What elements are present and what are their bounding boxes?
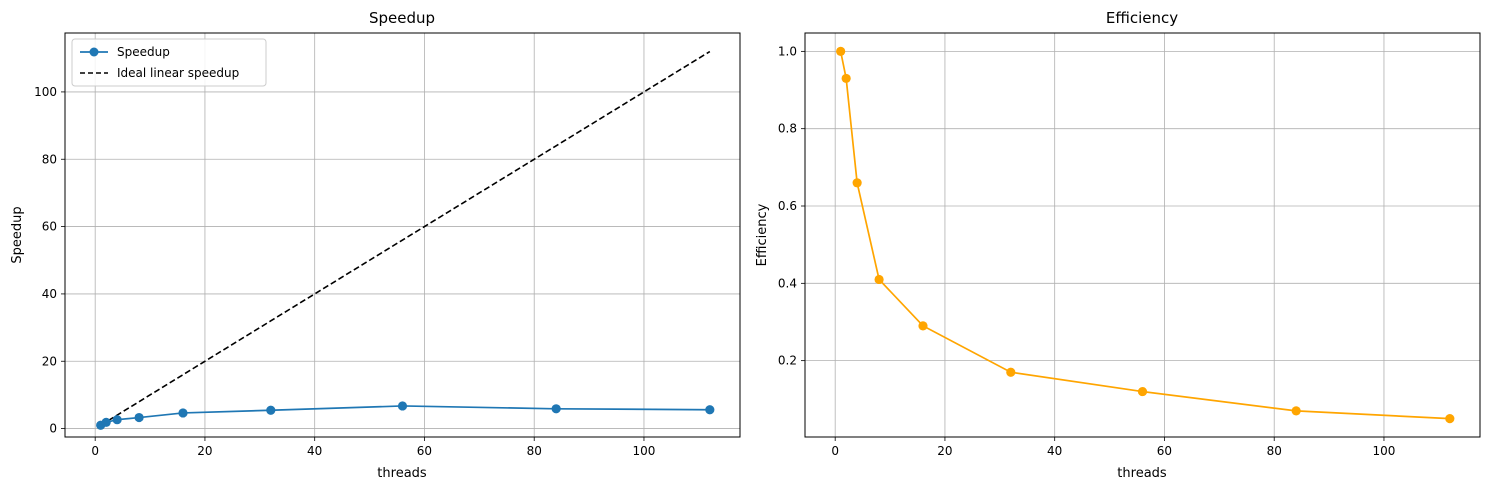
x-tick-label: 0 [91,444,99,458]
data-point [134,412,144,423]
y-tick-label: 1.0 [778,44,797,58]
y-tick-label: 0.8 [778,122,797,136]
x-tick-label: 100 [1373,444,1396,458]
data-point [112,415,122,425]
legend-label-ideal: Ideal linear speedup [117,66,239,80]
x-tick-label: 20 [937,444,952,458]
series-efficiency [836,46,1455,424]
data-point [836,46,846,56]
y-tick-label: 60 [42,220,57,234]
data-point [705,405,715,415]
chart-title-speedup: Speedup [369,9,435,27]
grid-efficiency [805,33,1480,437]
y-tick-label: 80 [42,152,57,166]
y-axis-label-efficiency: Efficiency [755,203,770,266]
x-tick-label: 80 [527,444,542,458]
x-tick-label: 40 [307,444,322,458]
y-tick-label: 0.4 [778,276,797,290]
data-point [1137,386,1148,397]
legend: Speedup Ideal linear speedup [71,38,267,87]
plot-frame-speedup [64,32,741,438]
data-point [1445,414,1455,424]
series-speedup [96,50,715,430]
x-axis-label-speedup: threads [377,466,427,481]
x-tick-label: 100 [633,444,656,458]
data-point [918,321,928,331]
efficiency-chart: Efficiency 0 20 40 60 80 100 0.2 0.4 0.6 0.8 1.0 t… [755,9,1481,481]
x-tick-label: 60 [1157,444,1172,458]
speedup-chart: Speedup 0 20 40 60 80 100 0 20 40 60 80 100 threads… [10,9,741,481]
x-tick-label: 20 [197,444,212,458]
x-tick-label: 60 [417,444,432,458]
data-point [397,401,408,411]
x-tick-label: 40 [1047,444,1062,458]
x-axis-label-efficiency: threads [1117,466,1167,481]
data-point [874,274,884,285]
y-axis-label-speedup: Speedup [10,206,25,263]
ticks-speedup: 0 20 40 60 80 100 0 20 40 60 80 100 [34,85,655,458]
y-tick-label: 0.2 [778,354,797,368]
plot-frame-efficiency [804,32,1481,438]
y-tick-label: 0 [49,422,57,436]
data-point [178,408,188,418]
data-point [841,73,851,84]
x-tick-label: 0 [831,444,839,458]
data-point [1291,406,1301,416]
y-tick-label: 100 [34,85,57,99]
legend-marker-speedup [89,47,99,57]
data-point [1006,367,1016,377]
data-point [551,404,561,414]
legend-box [71,38,267,87]
data-point [852,178,862,188]
data-point [101,417,111,427]
data-point [266,405,276,415]
chart-title-efficiency: Efficiency [1106,9,1178,27]
ticks-efficiency: 0 20 40 60 80 100 0.2 0.4 0.6 0.8 1.0 [778,44,1396,458]
x-tick-label: 80 [1267,444,1282,458]
legend-label-speedup: Speedup [117,45,170,59]
y-tick-label: 20 [42,354,57,368]
y-tick-label: 0.6 [778,199,797,213]
grid-speedup [65,33,740,437]
y-tick-label: 40 [42,287,57,301]
